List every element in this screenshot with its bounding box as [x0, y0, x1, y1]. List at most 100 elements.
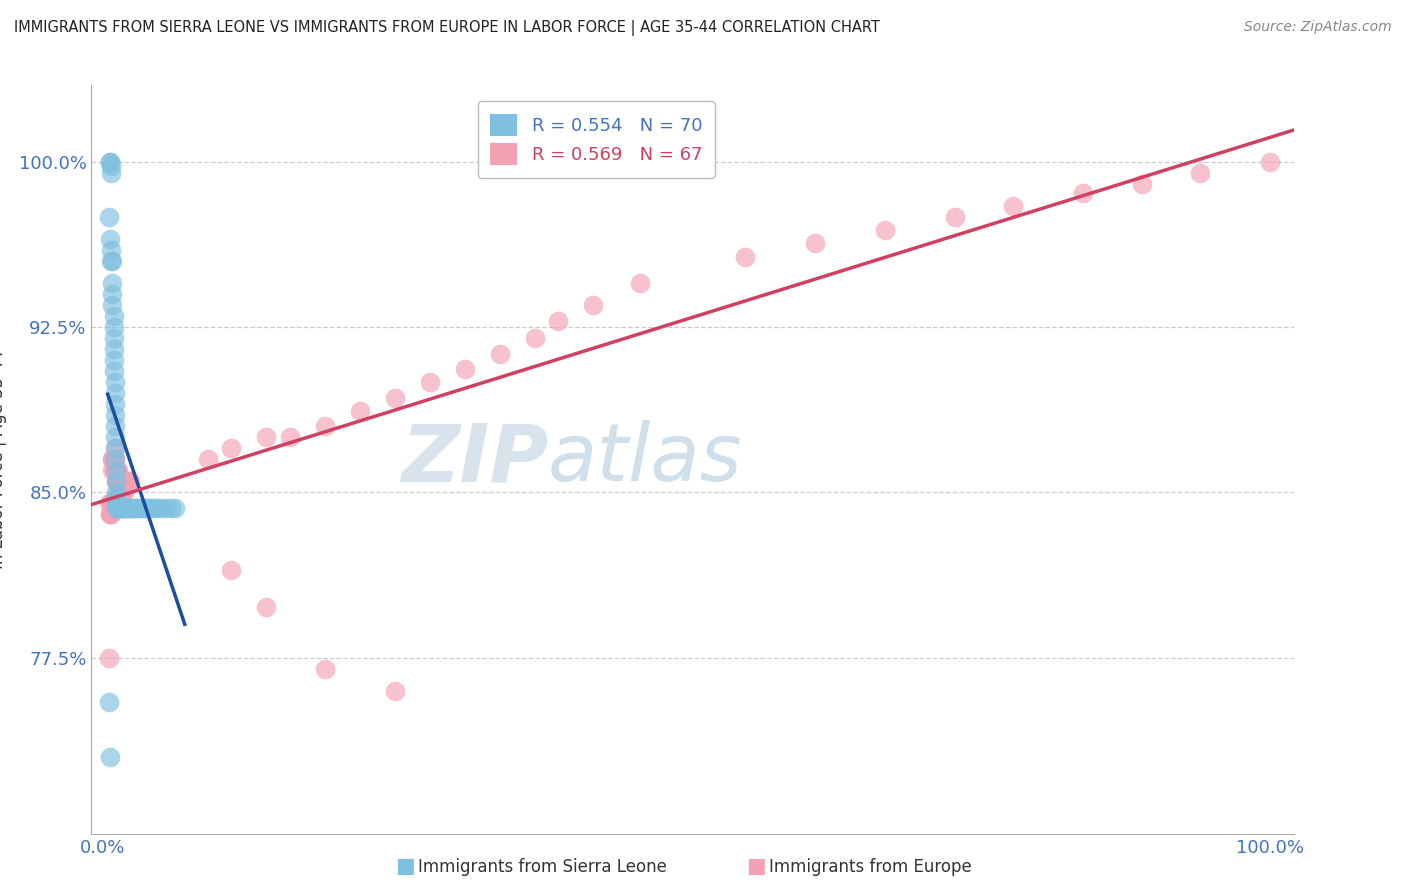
Point — [104, 475, 127, 489]
Point — [107, 463, 129, 477]
Point — [314, 419, 336, 434]
Point — [120, 500, 142, 515]
Point — [100, 166, 122, 180]
Point — [118, 500, 141, 515]
Point — [101, 452, 124, 467]
Point — [98, 154, 121, 169]
Point — [110, 485, 132, 500]
Point — [104, 442, 127, 456]
Point — [101, 452, 124, 467]
Text: IMMIGRANTS FROM SIERRA LEONE VS IMMIGRANTS FROM EUROPE IN LABOR FORCE | AGE 35-4: IMMIGRANTS FROM SIERRA LEONE VS IMMIGRAN… — [14, 20, 880, 36]
Point — [104, 463, 127, 477]
Point — [104, 442, 127, 456]
Point — [107, 500, 129, 515]
Point — [108, 500, 131, 515]
Point — [1189, 166, 1212, 180]
Point — [104, 452, 127, 467]
Point — [105, 500, 128, 515]
Point — [136, 500, 159, 515]
Text: Source: ZipAtlas.com: Source: ZipAtlas.com — [1244, 20, 1392, 34]
Point — [150, 500, 173, 515]
Point — [547, 313, 569, 327]
Point — [256, 430, 278, 444]
Point — [278, 430, 301, 444]
Point — [98, 508, 121, 522]
Point — [125, 500, 148, 515]
Point — [108, 485, 131, 500]
Point — [384, 391, 406, 405]
Text: ■: ■ — [747, 856, 766, 876]
Point — [112, 485, 135, 500]
Point — [98, 750, 121, 764]
Point — [114, 500, 136, 515]
Point — [349, 404, 371, 418]
Point — [103, 364, 125, 378]
Point — [107, 475, 129, 489]
Point — [582, 298, 605, 312]
Point — [101, 298, 124, 312]
Point — [118, 475, 141, 489]
Point — [101, 463, 124, 477]
Point — [98, 232, 121, 246]
Point — [132, 500, 155, 515]
Point — [129, 500, 152, 515]
Point — [454, 362, 477, 376]
Point — [221, 563, 243, 577]
Point — [101, 276, 124, 290]
Point — [155, 500, 177, 515]
Point — [139, 500, 162, 515]
Point — [104, 485, 127, 500]
Point — [104, 409, 127, 423]
Point — [115, 500, 138, 515]
Point — [384, 683, 406, 698]
Point — [104, 419, 127, 434]
Point — [107, 500, 129, 515]
Point — [112, 475, 135, 489]
Point — [111, 500, 134, 515]
Point — [1130, 177, 1153, 191]
Point — [103, 309, 125, 323]
Point — [104, 463, 127, 477]
Point — [103, 452, 125, 467]
Point — [105, 500, 128, 515]
Point — [118, 475, 141, 489]
Point — [105, 475, 128, 489]
Point — [100, 243, 122, 257]
Point — [107, 500, 129, 515]
Point — [105, 500, 128, 515]
Point — [98, 154, 121, 169]
Point — [104, 430, 127, 444]
Point — [103, 342, 125, 356]
Point — [104, 475, 127, 489]
Point — [804, 236, 827, 251]
Point — [104, 490, 127, 504]
Point — [97, 496, 120, 510]
Point — [314, 662, 336, 676]
Point — [105, 500, 128, 515]
Point — [734, 250, 756, 264]
Point — [873, 223, 896, 237]
Y-axis label: In Labor Force | Age 35-44: In Labor Force | Age 35-44 — [0, 350, 7, 569]
Point — [117, 500, 139, 515]
Point — [142, 500, 165, 515]
Point — [114, 475, 136, 489]
Point — [121, 500, 143, 515]
Point — [104, 397, 127, 411]
Point — [115, 475, 138, 489]
Point — [145, 500, 167, 515]
Point — [117, 475, 139, 489]
Point — [101, 254, 124, 268]
Point — [111, 485, 134, 500]
Point — [104, 494, 127, 508]
Point — [110, 500, 132, 515]
Point — [104, 463, 127, 477]
Point — [943, 210, 966, 224]
Point — [197, 452, 219, 467]
Point — [97, 650, 120, 665]
Point — [165, 500, 187, 515]
Point — [105, 463, 128, 477]
Point — [104, 499, 127, 513]
Point — [104, 386, 127, 401]
Point — [100, 496, 122, 510]
Point — [1002, 199, 1025, 213]
